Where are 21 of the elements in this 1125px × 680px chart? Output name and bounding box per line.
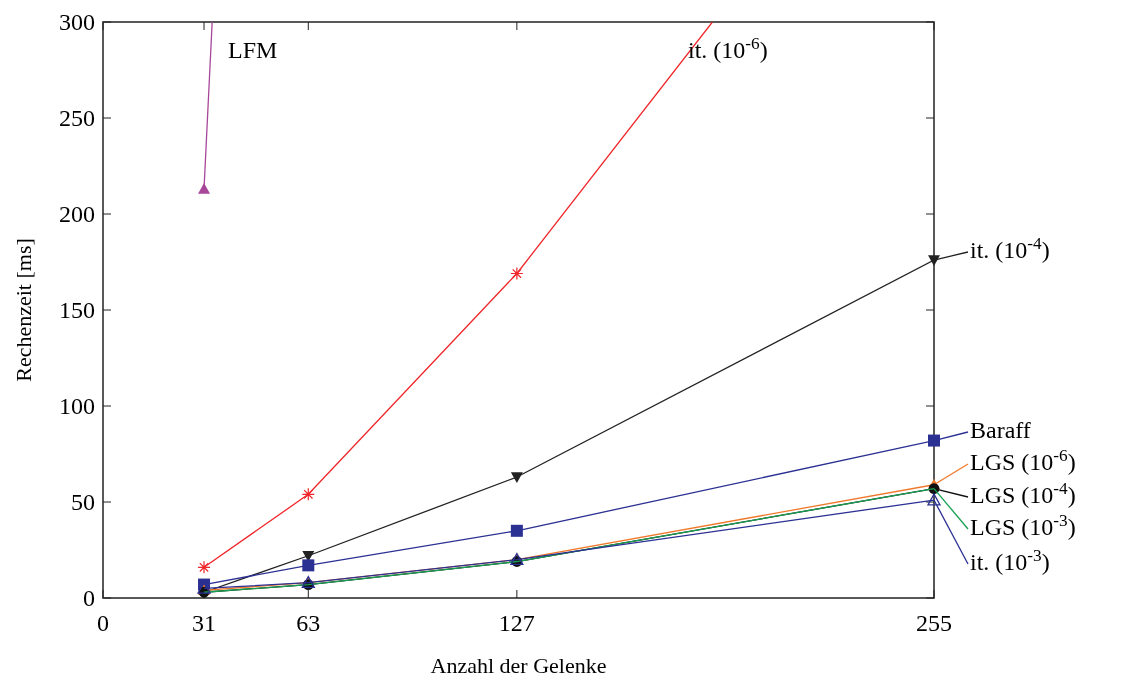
series-label: LFM xyxy=(228,37,278,63)
y-tick-label: 100 xyxy=(59,393,95,419)
x-tick-label: 31 xyxy=(192,610,217,636)
series-label: it. (10$^{-6}$) xyxy=(688,33,768,63)
y-tick-label: 300 xyxy=(59,9,95,35)
x-tick-label: 63 xyxy=(296,610,321,636)
legend-label: LGS (10$^{-4}$) xyxy=(970,478,1076,508)
y-tick-label: 250 xyxy=(59,105,95,131)
x-tick-label: 255 xyxy=(916,610,952,636)
y-tick-label: 0 xyxy=(83,585,95,611)
text: it. (10$^{-3}$) xyxy=(970,545,1050,575)
y-tick-label: 50 xyxy=(71,489,95,515)
legend-label: LGS (10$^{-6}$) xyxy=(970,445,1076,475)
y-axis-title: Rechenzeit [ms] xyxy=(11,238,36,382)
y-tick-label: 200 xyxy=(59,201,95,227)
x-axis-title: Anzahl der Gelenke xyxy=(430,653,607,678)
series-label: LGS (10$^{-3}$) xyxy=(970,510,1076,540)
x-tick-label: 127 xyxy=(498,610,535,636)
y-tick-label: 150 xyxy=(59,297,95,323)
legend-label: it. (10$^{-4}$) xyxy=(970,233,1050,263)
legend-label: Baraff xyxy=(970,417,1031,443)
